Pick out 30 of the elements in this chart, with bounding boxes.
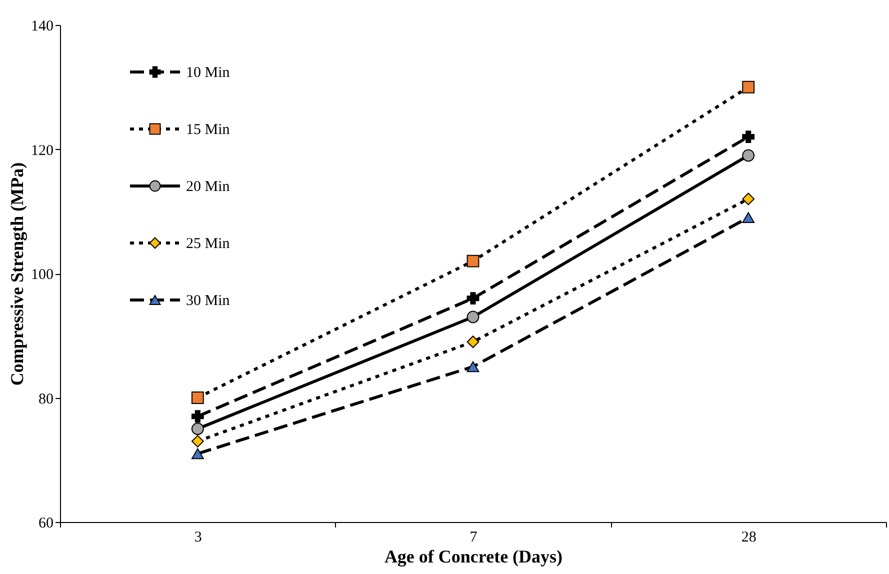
point [742,149,755,162]
y-tick-label: 100 [31,267,54,283]
point [191,410,204,423]
point [191,422,204,435]
point [742,212,755,224]
y-tick-label: 60 [38,516,54,532]
point [466,292,480,305]
point [466,310,480,324]
legend-label: 15 Min [186,122,230,138]
x-tick-label: 3 [194,530,202,546]
x-tick-label: 28 [741,530,756,546]
point [191,435,204,448]
point [191,392,204,404]
point [466,254,480,268]
y-axis-title: Compressive Strength (MPa) [7,162,27,386]
legend-label: 10 Min [186,65,230,81]
point [191,448,204,460]
point [466,361,480,372]
legend-label: 25 Min [186,236,230,252]
point [742,130,755,144]
point [742,80,755,94]
point [466,336,480,348]
legend-label: 20 Min [186,179,230,195]
x-axis-title: Age of Concrete (Days) [384,546,563,566]
y-tick-label: 80 [38,391,54,408]
y-tick-label: 120 [31,142,54,159]
x-tick-label: 7 [470,530,478,546]
point [742,192,755,206]
y-tick-label: 140 [31,18,54,34]
legend-label: 30 Min [186,293,230,309]
